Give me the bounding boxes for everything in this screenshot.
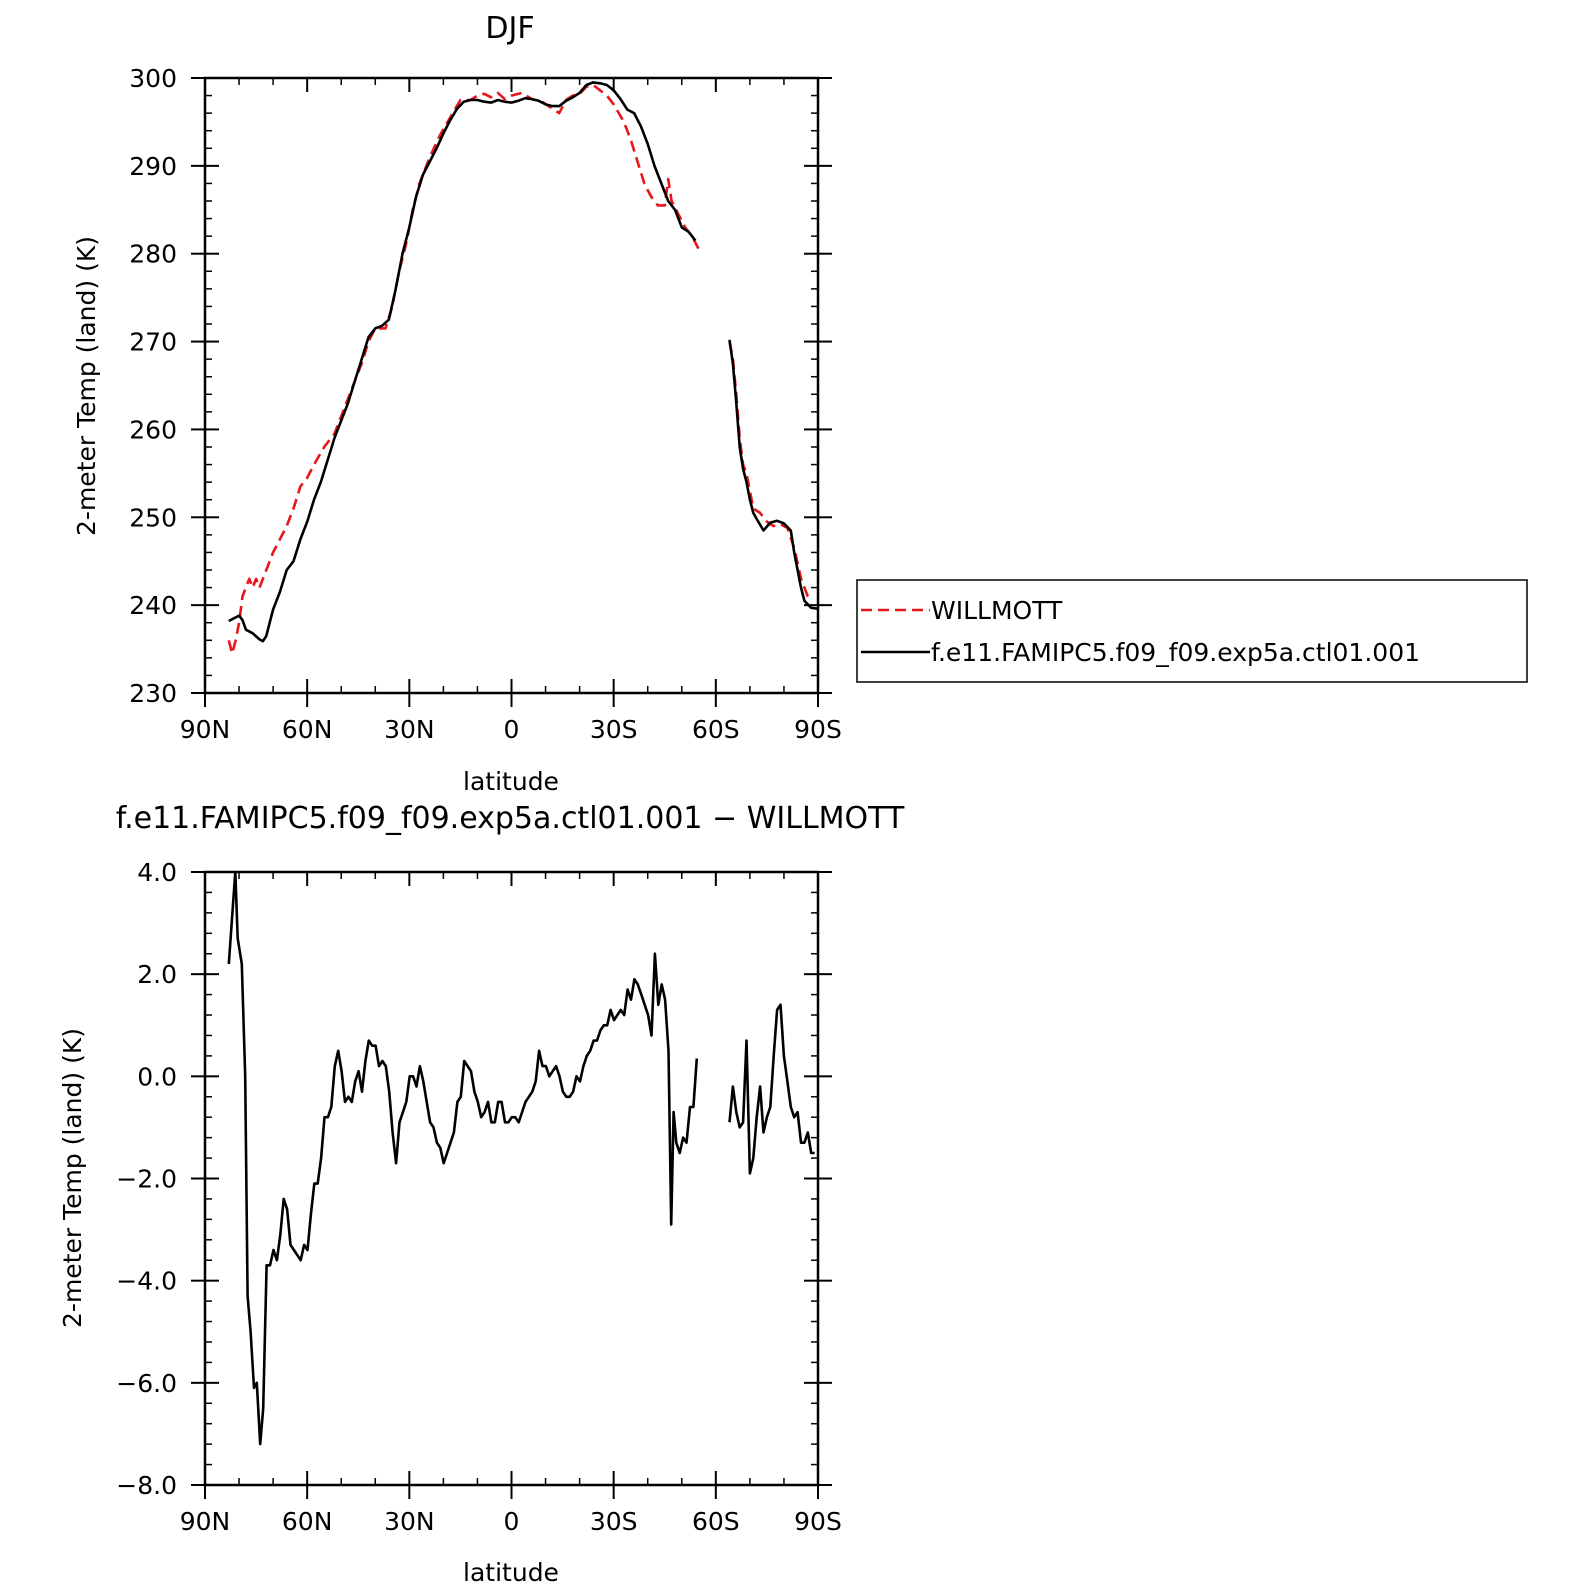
top-chart-ytick-labels: 230 240 250 260 270 280 290 300 xyxy=(129,64,177,708)
bottom-ytick-label: −8.0 xyxy=(116,1471,177,1500)
bottom-chart-xtick-labels: 90N 60N 30N 0 30S 60S 90S xyxy=(180,1507,842,1536)
bottom-xtick-label: 0 xyxy=(504,1507,520,1536)
legend: WILLMOTT f.e11.FAMIPC5.f09_f09.exp5a.ctl… xyxy=(856,579,1528,683)
top-ytick-label: 250 xyxy=(129,503,177,532)
top-xtick-label: 30S xyxy=(590,715,638,744)
bottom-ytick-label: −2.0 xyxy=(116,1165,177,1194)
top-series-1-line-0 xyxy=(228,81,697,643)
top-xtick-label: 60S xyxy=(692,715,740,744)
bottom-xtick-label: 90S xyxy=(794,1507,842,1536)
bottom-chart-ticks xyxy=(191,871,832,1499)
bottom-chart-plot-area xyxy=(227,870,815,1446)
bottom-chart-frame xyxy=(203,870,820,1487)
top-ytick-label: 270 xyxy=(129,328,177,357)
top-xtick-label: 0 xyxy=(504,715,520,744)
bottom-ytick-label: −6.0 xyxy=(116,1369,177,1398)
bottom-chart-title: f.e11.FAMIPC5.f09_f09.exp5a.ctl01.001 − … xyxy=(116,801,905,836)
legend-label-model: f.e11.FAMIPC5.f09_f09.exp5a.ctl01.001 xyxy=(931,638,1420,667)
legend-label-willmott: WILLMOTT xyxy=(931,596,1063,625)
top-series-0-line-0 xyxy=(227,83,700,655)
top-chart: DJF 230 240 250 260 270 280 290 300 90N 60N 30N 0 3… xyxy=(72,11,842,796)
bottom-chart: f.e11.FAMIPC5.f09_f09.exp5a.ctl01.001 − … xyxy=(58,801,905,1585)
bottom-xtick-label: 30S xyxy=(590,1507,638,1536)
bottom-series-0-line-1 xyxy=(728,1003,815,1175)
top-chart-plot-area xyxy=(227,81,819,655)
top-xtick-label: 90N xyxy=(180,715,231,744)
bottom-chart-ytick-labels: −8.0 −6.0 −4.0 −2.0 0.0 2.0 4.0 xyxy=(116,858,177,1500)
bottom-series-0-line-0 xyxy=(227,870,699,1446)
bottom-xtick-label: 60N xyxy=(282,1507,333,1536)
bottom-chart-xlabel: latitude xyxy=(463,1558,559,1585)
bottom-ytick-label: 2.0 xyxy=(137,960,177,989)
bottom-ytick-label: 4.0 xyxy=(137,858,177,887)
top-chart-title: DJF xyxy=(485,11,534,46)
bottom-xtick-label: 60S xyxy=(692,1507,740,1536)
top-series-1-line-1 xyxy=(728,339,819,610)
top-ytick-label: 230 xyxy=(129,679,177,708)
top-chart-ticks xyxy=(191,77,832,707)
top-ytick-label: 240 xyxy=(129,591,177,620)
bottom-ytick-label: 0.0 xyxy=(137,1062,177,1091)
bottom-xtick-label: 30N xyxy=(384,1507,435,1536)
top-series-0-line-1 xyxy=(728,341,813,602)
top-ytick-label: 260 xyxy=(129,415,177,444)
top-xtick-label: 60N xyxy=(282,715,333,744)
bottom-xtick-label: 90N xyxy=(180,1507,231,1536)
top-chart-xlabel: latitude xyxy=(463,767,559,796)
bottom-ytick-label: −4.0 xyxy=(116,1267,177,1296)
top-xtick-label: 30N xyxy=(384,715,435,744)
top-ytick-label: 290 xyxy=(129,152,177,181)
top-xtick-label: 90S xyxy=(794,715,842,744)
bottom-chart-ylabel: 2-meter Temp (land) (K) xyxy=(58,1028,87,1328)
top-ytick-label: 280 xyxy=(129,240,177,269)
top-chart-xtick-labels: 90N 60N 30N 0 30S 60S 90S xyxy=(180,715,842,744)
top-chart-frame xyxy=(203,76,820,695)
top-chart-ylabel: 2-meter Temp (land) (K) xyxy=(72,236,101,536)
top-ytick-label: 300 xyxy=(129,64,177,93)
legend-box xyxy=(856,579,1528,683)
